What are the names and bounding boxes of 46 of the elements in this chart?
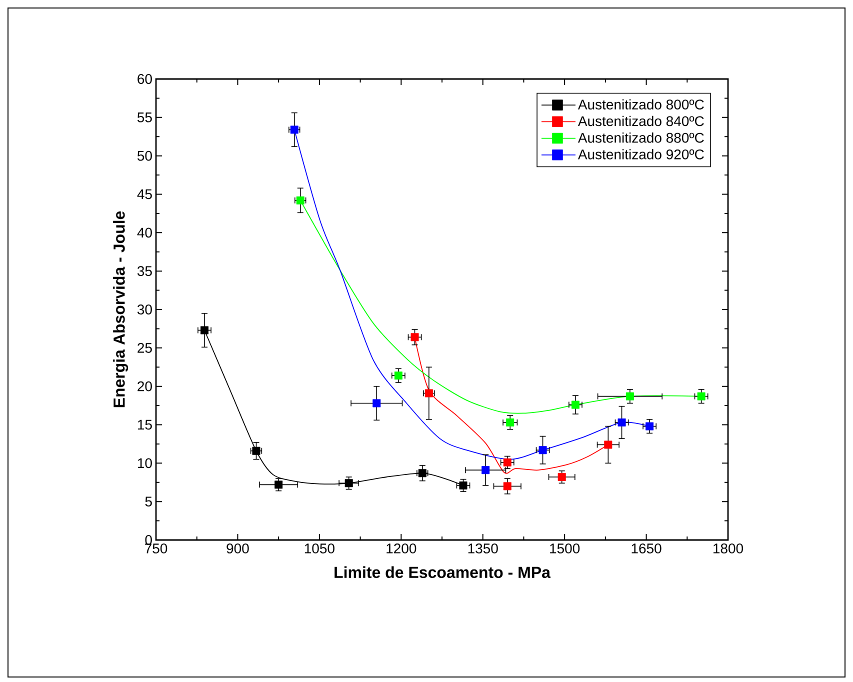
point xyxy=(697,392,706,400)
y-tick-label: 25 xyxy=(138,342,152,353)
y-tick-label: 30 xyxy=(137,304,152,314)
point xyxy=(618,418,626,426)
y-tick-label: 5 xyxy=(145,496,152,506)
y-tick-label: 20 xyxy=(138,381,152,392)
x-axis-title: Limite de Escoamento - MPa xyxy=(334,566,551,578)
y-tick-label: 50 xyxy=(137,150,152,161)
point xyxy=(418,469,426,478)
point xyxy=(646,422,654,430)
point xyxy=(274,480,283,489)
x-tick-label: 1350 xyxy=(468,544,498,554)
point xyxy=(503,458,512,466)
x-tick-label: 1650 xyxy=(632,544,662,554)
point xyxy=(410,333,419,342)
y-tick-label: 55 xyxy=(137,112,152,122)
y-tick-label: 60 xyxy=(138,74,152,84)
x-tick-label: 1050 xyxy=(304,544,334,554)
point xyxy=(459,481,468,490)
point xyxy=(344,479,353,488)
point xyxy=(506,418,514,426)
legend-label: Austenitizado 880ºC xyxy=(578,132,704,143)
x-tick-label: 1500 xyxy=(550,544,580,554)
legend-label: Austenitizado 800ºC xyxy=(578,99,704,110)
point xyxy=(538,446,547,454)
legend-label: Austenitizado 840ºC xyxy=(578,116,704,126)
x-tick-label: 900 xyxy=(226,544,249,554)
y-tick-label: 10 xyxy=(138,458,152,468)
x-tick-label: 750 xyxy=(145,544,168,554)
point xyxy=(200,326,208,334)
point xyxy=(604,440,612,449)
point xyxy=(482,466,490,474)
y-tick-label: 35 xyxy=(137,266,152,276)
legend-label: Austenitizado 920ºC xyxy=(578,149,704,160)
x-tick-label: 1800 xyxy=(714,544,744,554)
y-axis-title: Energia Absorvida - Joule xyxy=(113,211,128,408)
y-tick-label: 45 xyxy=(137,189,152,200)
point xyxy=(558,472,566,481)
x-tick-label: 1200 xyxy=(386,544,416,554)
point xyxy=(503,482,512,490)
point xyxy=(626,392,634,400)
point xyxy=(372,399,381,408)
point xyxy=(394,372,402,380)
point xyxy=(571,400,580,409)
y-tick-label: 40 xyxy=(137,228,152,238)
y-tick-label: 15 xyxy=(138,420,152,430)
